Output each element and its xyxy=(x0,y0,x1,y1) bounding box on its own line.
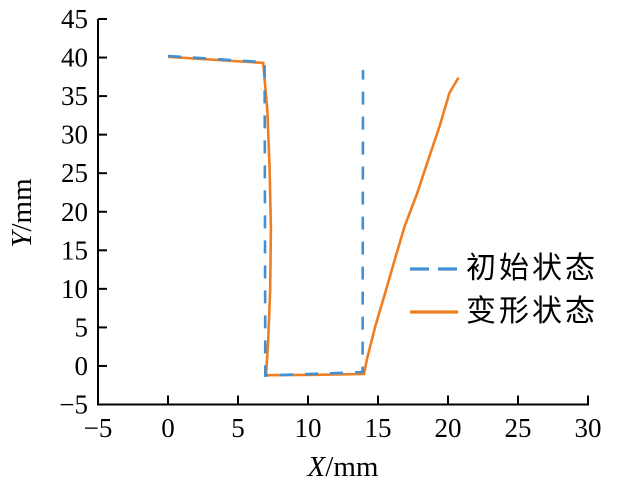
x-axis-label: X/mm xyxy=(243,451,443,484)
series-line-1 xyxy=(167,55,460,377)
x-tick-label: 25 xyxy=(505,413,532,443)
x-axis-variable: X xyxy=(307,451,326,483)
x-tick-label: 20 xyxy=(435,413,462,443)
x-tick-label: 30 xyxy=(575,413,602,443)
y-tick-label: 20 xyxy=(61,197,88,227)
x-tick-label: 15 xyxy=(365,413,392,443)
y-axis-variable: Y xyxy=(6,231,38,248)
y-tick-label: 10 xyxy=(61,274,88,304)
x-tick-label: −5 xyxy=(84,413,113,443)
y-axis-unit: /mm xyxy=(6,178,38,232)
series-line-0 xyxy=(167,54,365,377)
solid-line-sample-icon xyxy=(410,309,458,314)
legend-item-deformed: 变形状态 xyxy=(410,290,598,333)
y-tick-label: 30 xyxy=(61,120,88,150)
legend-label-deformed: 变形状态 xyxy=(466,294,598,328)
legend-item-initial: 初始状态 xyxy=(410,247,598,290)
y-tick-label: 5 xyxy=(75,312,89,342)
x-tick-label: 10 xyxy=(295,413,322,443)
legend: 初始状态 变形状态 xyxy=(410,247,598,333)
x-tick-label: 5 xyxy=(231,413,245,443)
y-tick-label: 25 xyxy=(61,158,88,188)
y-tick-label: 45 xyxy=(61,4,88,34)
x-tick-label: 0 xyxy=(161,413,175,443)
dashed-line-sample-icon xyxy=(410,266,458,271)
y-tick-label: 0 xyxy=(75,351,89,381)
y-tick-label: 40 xyxy=(61,43,88,73)
legend-label-initial: 初始状态 xyxy=(466,251,598,285)
y-tick-label: 35 xyxy=(61,81,88,111)
y-tick-label: 15 xyxy=(61,235,88,265)
y-axis-label: Y/mm xyxy=(6,113,38,313)
x-axis-unit: /mm xyxy=(325,451,379,483)
y-tick-label: −5 xyxy=(59,390,88,420)
